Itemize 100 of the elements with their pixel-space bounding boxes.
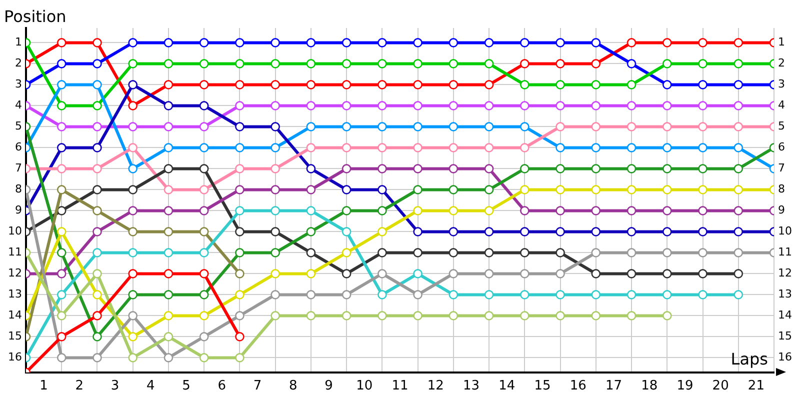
point bbox=[128, 122, 138, 132]
point bbox=[556, 248, 565, 258]
point bbox=[92, 353, 102, 362]
point bbox=[128, 311, 138, 320]
y2-tick-label: 10 bbox=[778, 224, 792, 238]
point bbox=[306, 248, 316, 258]
point bbox=[698, 269, 708, 278]
point bbox=[199, 59, 209, 68]
point bbox=[56, 164, 66, 174]
point bbox=[413, 164, 422, 174]
point bbox=[448, 227, 458, 236]
point bbox=[698, 185, 708, 194]
point bbox=[56, 80, 66, 90]
point bbox=[591, 185, 601, 194]
y2-tick-label: 2 bbox=[778, 56, 786, 70]
point bbox=[448, 290, 458, 300]
x-tick-label: 10 bbox=[356, 378, 373, 394]
point bbox=[270, 269, 280, 278]
point bbox=[306, 164, 316, 174]
point bbox=[662, 101, 672, 110]
point bbox=[662, 269, 672, 278]
point bbox=[342, 38, 352, 48]
point bbox=[413, 185, 422, 194]
x-tick-label: 15 bbox=[534, 378, 551, 394]
point bbox=[413, 311, 422, 320]
point bbox=[556, 269, 565, 278]
point bbox=[591, 206, 601, 216]
point bbox=[270, 248, 280, 258]
point bbox=[484, 311, 494, 320]
point bbox=[235, 290, 244, 300]
point bbox=[378, 164, 387, 174]
x-tick-label: 2 bbox=[75, 378, 84, 394]
point bbox=[128, 353, 138, 362]
point bbox=[484, 164, 494, 174]
point bbox=[306, 38, 316, 48]
point bbox=[92, 80, 102, 90]
point bbox=[591, 290, 601, 300]
point bbox=[662, 164, 672, 174]
y2-tick-label: 5 bbox=[778, 120, 786, 133]
point bbox=[734, 248, 744, 258]
point bbox=[270, 38, 280, 48]
point bbox=[56, 311, 66, 320]
point bbox=[448, 206, 458, 216]
point bbox=[306, 59, 316, 68]
point bbox=[662, 80, 672, 90]
point bbox=[520, 59, 530, 68]
point bbox=[235, 143, 244, 152]
point bbox=[626, 227, 636, 236]
point bbox=[378, 38, 387, 48]
point bbox=[662, 248, 672, 258]
point bbox=[484, 227, 494, 236]
point bbox=[235, 59, 244, 68]
x-tick-label: 16 bbox=[570, 378, 586, 394]
point bbox=[235, 353, 244, 362]
point bbox=[306, 227, 316, 236]
point bbox=[92, 227, 102, 236]
point bbox=[199, 206, 209, 216]
point bbox=[662, 206, 672, 216]
point bbox=[556, 80, 565, 90]
point bbox=[199, 269, 209, 278]
point bbox=[591, 101, 601, 110]
point bbox=[235, 332, 244, 342]
point bbox=[235, 80, 244, 90]
y2-tick-label: 6 bbox=[778, 140, 786, 154]
point bbox=[235, 311, 244, 320]
point bbox=[484, 269, 494, 278]
point bbox=[734, 101, 744, 110]
point bbox=[199, 80, 209, 90]
point bbox=[662, 227, 672, 236]
point bbox=[734, 59, 744, 68]
point bbox=[56, 122, 66, 132]
point bbox=[199, 332, 209, 342]
point bbox=[164, 185, 174, 194]
point bbox=[92, 206, 102, 216]
point bbox=[164, 227, 174, 236]
y2-tick-label: 11 bbox=[778, 246, 792, 259]
x-tick-label: 13 bbox=[462, 378, 480, 394]
y2-tick-label: 13 bbox=[778, 288, 792, 301]
y-tick-label: 15 bbox=[8, 330, 22, 343]
point bbox=[235, 38, 244, 48]
point bbox=[164, 248, 174, 258]
point bbox=[306, 290, 316, 300]
x-tick-label: 17 bbox=[605, 378, 622, 394]
point bbox=[556, 227, 565, 236]
point bbox=[92, 269, 102, 278]
point bbox=[520, 164, 530, 174]
point bbox=[520, 206, 530, 216]
point bbox=[128, 38, 138, 48]
point bbox=[378, 248, 387, 258]
y-tick-label: 7 bbox=[14, 162, 22, 175]
point bbox=[164, 206, 174, 216]
point bbox=[56, 248, 66, 258]
x-tick-label: 21 bbox=[748, 378, 764, 394]
point bbox=[92, 122, 102, 132]
point bbox=[235, 185, 244, 194]
point bbox=[591, 164, 601, 174]
point bbox=[235, 101, 244, 110]
point bbox=[56, 59, 66, 68]
point bbox=[342, 80, 352, 90]
point bbox=[448, 185, 458, 194]
